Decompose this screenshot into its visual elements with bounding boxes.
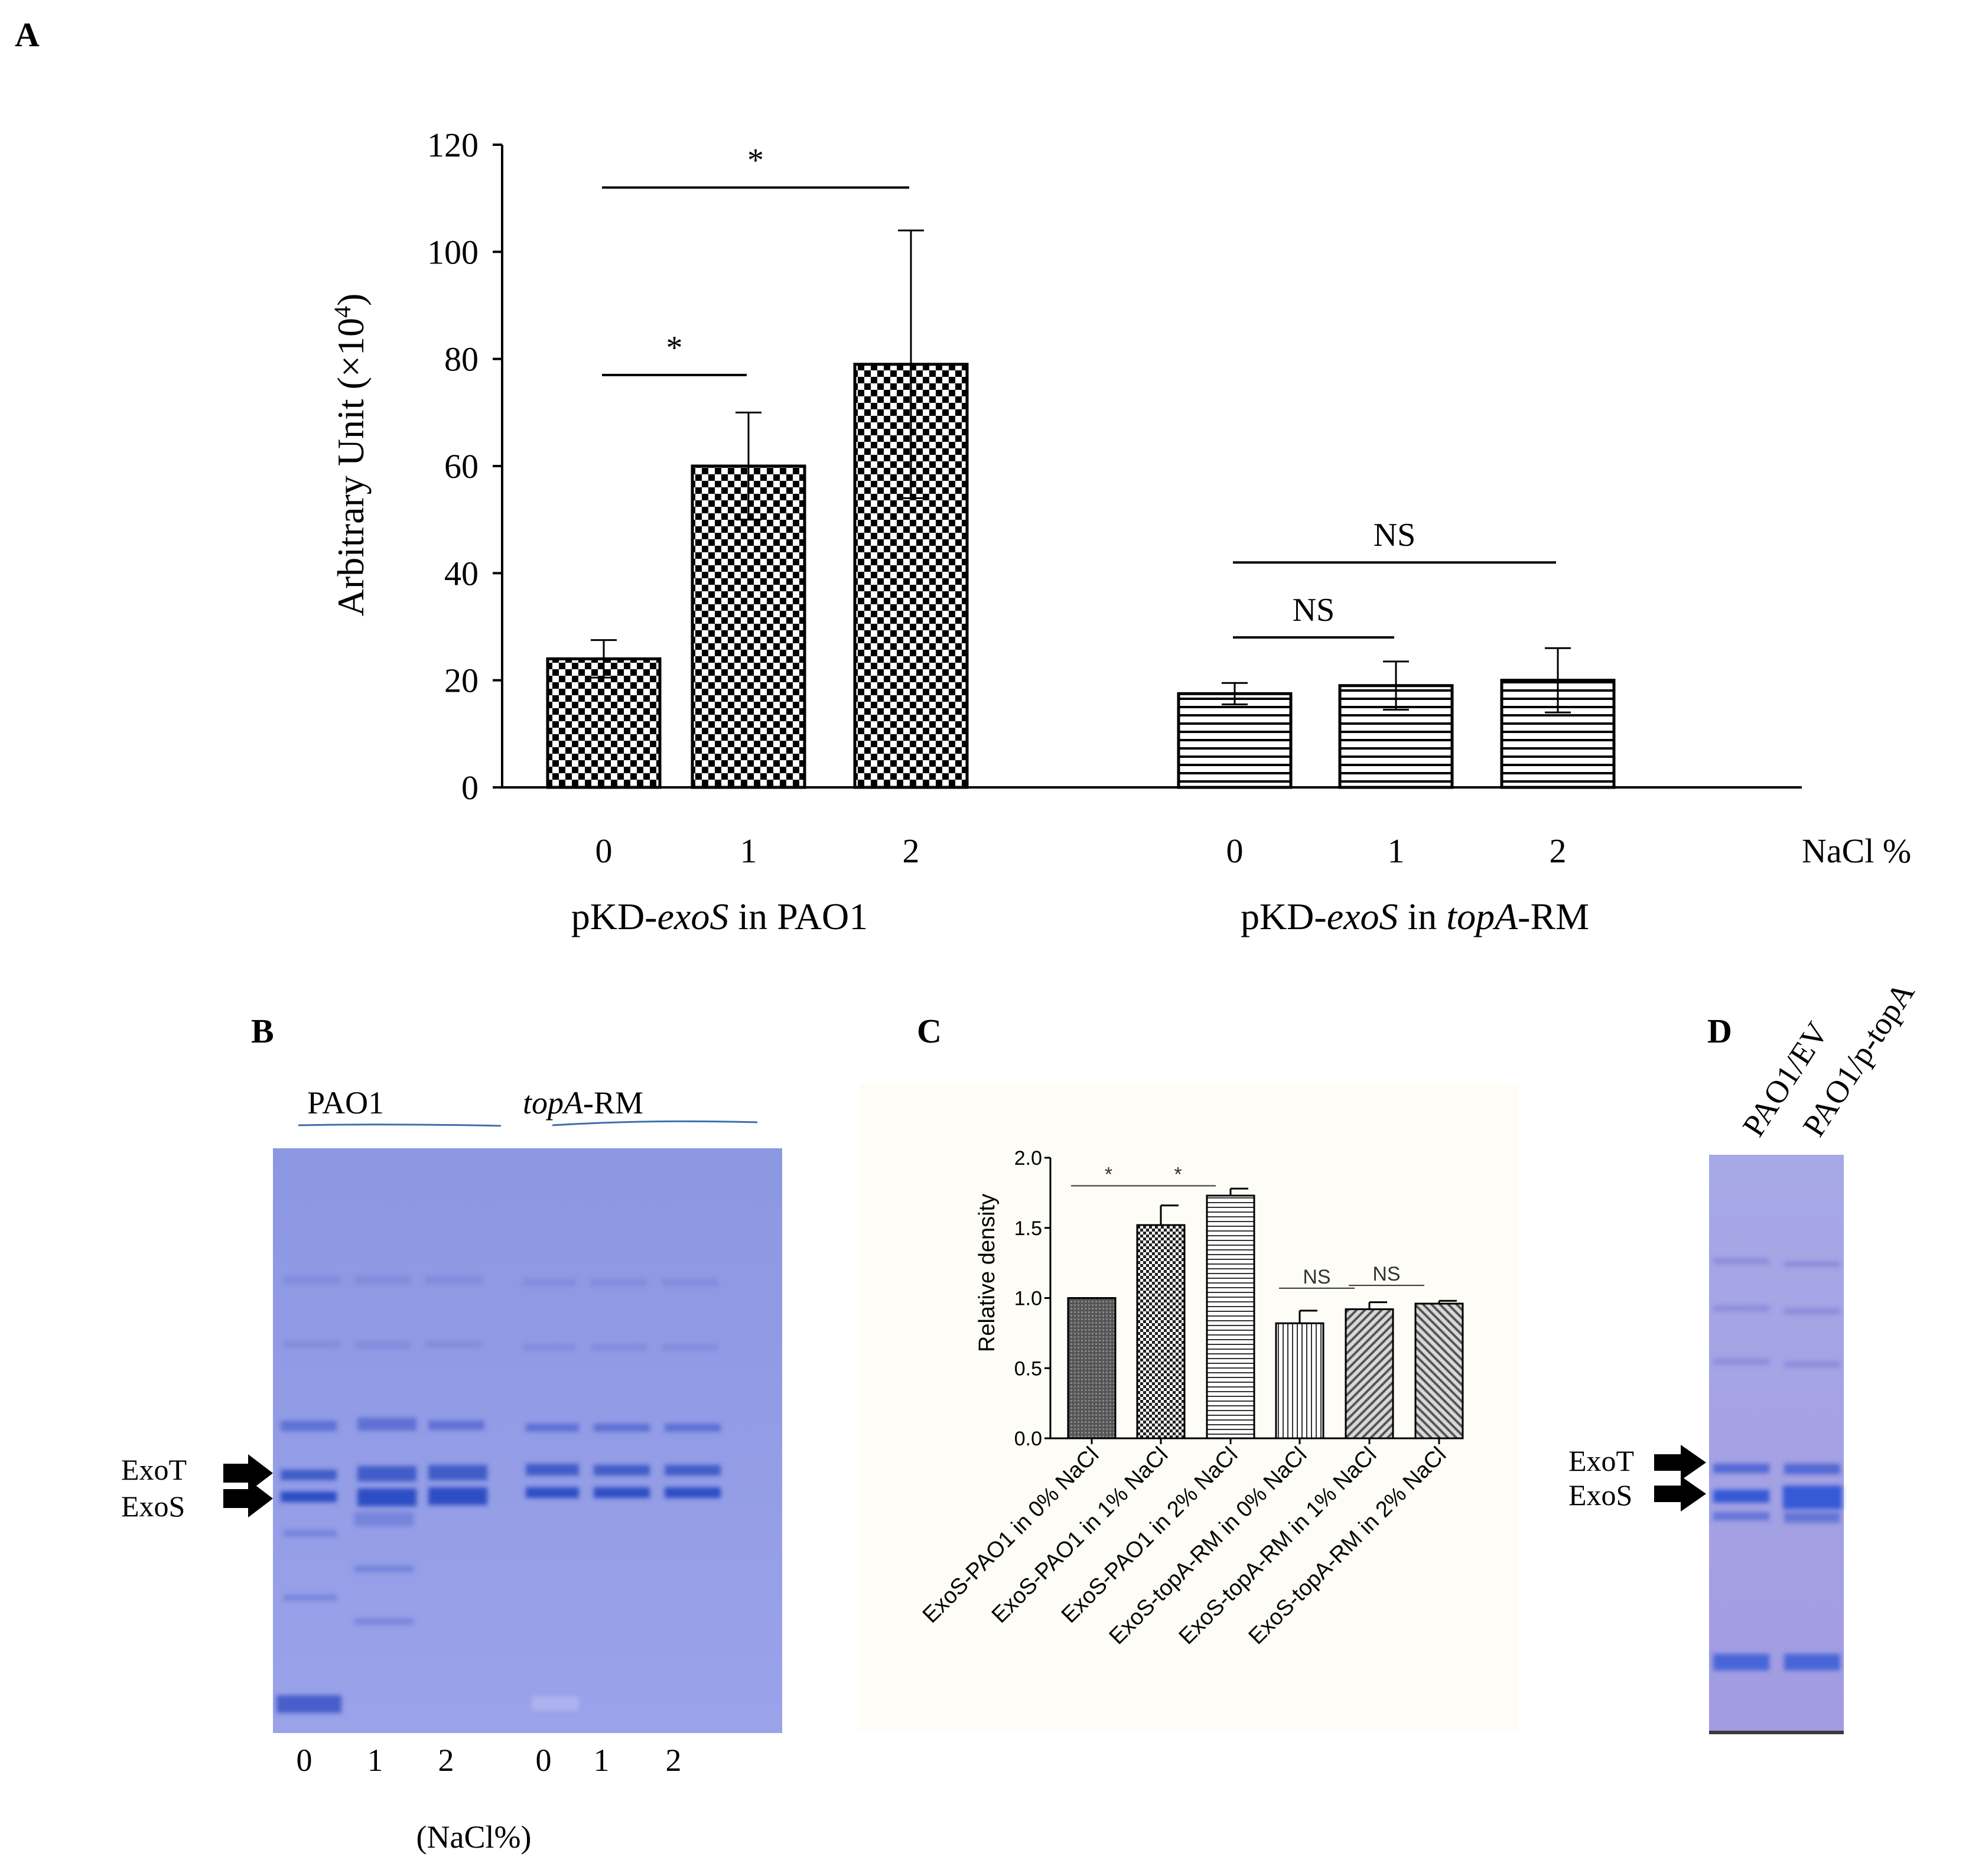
group-label-ital2: topA <box>1446 895 1518 937</box>
panel-c-background <box>860 1084 1518 1731</box>
panel-c-significance-label: NS <box>1372 1263 1400 1285</box>
panel-a-significance-label: NS <box>1374 517 1416 553</box>
gel-b-header-topa-post: -RM <box>583 1085 643 1121</box>
gel-d-arrow-exos <box>1654 1476 1706 1512</box>
panel-c-bar <box>1067 1297 1117 1439</box>
panel-a-y-axis-title: Arbitrary Unit (×104) <box>329 294 372 617</box>
panel-a-y-tick-label: 40 <box>444 554 479 592</box>
panel-a-y-axis-title-main: Arbitrary Unit (×10 <box>330 318 372 616</box>
gel-b-band-label-exot: ExoT <box>121 1453 187 1486</box>
panel-c-chart: Relative density 0.00.51.01.52.0ExoS-PAO… <box>918 1147 1464 1649</box>
gel-b-background <box>273 1148 782 1733</box>
gel-b-header-topa: topA-RM <box>523 1085 643 1121</box>
panel-a-x-tick-label: 1 <box>1388 832 1405 870</box>
gel-b-header-pao1: PAO1 <box>307 1085 384 1121</box>
panel-a-y-tick-label: 60 <box>444 447 479 486</box>
panel-c-letter: C <box>917 1012 942 1050</box>
panel-c-y-tick-label: 1.5 <box>1014 1217 1042 1240</box>
gel-b-lane-label: 0 <box>297 1743 313 1778</box>
gel-b-lane-label: 1 <box>594 1743 610 1778</box>
panel-a-significance-label: * <box>747 142 764 179</box>
panel-a-x-tick-label: 0 <box>1226 832 1244 870</box>
group-label-pre: pKD- <box>1241 895 1327 937</box>
gel-d-band-label-exos: ExoS <box>1568 1478 1632 1512</box>
panel-c-y-tick-label: 0.5 <box>1014 1357 1042 1380</box>
panel-c-bar <box>1136 1224 1186 1439</box>
panel-c-y-tick-label: 2.0 <box>1014 1147 1042 1170</box>
panel-a-significance-label: NS <box>1293 592 1335 628</box>
group-label-mid: in PAO1 <box>728 895 868 937</box>
gel-b-header-topa-ital: topA <box>523 1085 584 1121</box>
panel-c-significance-label: * <box>1105 1164 1112 1186</box>
panel-c-bar <box>1345 1308 1394 1439</box>
panel-b-gel-figure: PAO1 topA-RM <box>121 1085 782 1855</box>
panel-c-bar <box>1206 1194 1255 1439</box>
gel-d-bands <box>1713 1258 1842 1670</box>
panel-a-y-tick-label: 0 <box>461 768 479 807</box>
gel-d-background <box>1709 1155 1844 1734</box>
panel-d-gel-figure: PAO1/EV PAO1/p-topA ExoT ExoS <box>1568 976 1921 1734</box>
panel-a-group-label-pao1: pKD-exoS in PAO1 <box>571 895 868 937</box>
panel-c-significance-label: NS <box>1303 1266 1330 1288</box>
panel-c-y-tick-label: 0.0 <box>1014 1428 1042 1450</box>
panel-a-y-axis-title-sup: 4 <box>329 306 356 318</box>
gel-d-bottom-edge <box>1709 1731 1844 1734</box>
panel-a-significance-label: * <box>666 330 683 366</box>
panel-a-x-tick-label: 1 <box>740 832 757 870</box>
gel-b-lane-label: 2 <box>666 1743 682 1778</box>
gel-b-lane-label: 2 <box>438 1743 454 1778</box>
panel-a-chart: Arbitrary Unit (×104) NaCl % pKD-exoS in… <box>329 126 1911 937</box>
panel-c-y-axis-title: Relative density <box>975 1194 1000 1352</box>
panel-a-letter: A <box>15 15 40 54</box>
gel-b-lane-label: 0 <box>536 1743 552 1778</box>
panel-a-y-tick-label: 80 <box>444 340 479 379</box>
panel-b-letter: B <box>251 1012 274 1050</box>
panel-a-y-tick-label: 120 <box>427 126 479 164</box>
gel-b-bands <box>276 1276 721 1713</box>
gel-b-arrow-exot <box>223 1454 273 1492</box>
group-label-mid: in <box>1398 895 1447 937</box>
panel-a-y-tick-label: 100 <box>427 233 479 271</box>
gel-d-band-label-exot: ExoT <box>1568 1444 1634 1477</box>
gel-b-axis-caption: (NaCl%) <box>416 1819 532 1855</box>
panel-a-x-axis-title: NaCl % <box>1802 832 1911 870</box>
panel-c-bar <box>1275 1322 1324 1439</box>
panel-a-x-tick-label: 0 <box>595 832 613 870</box>
gel-d-arrow-exot <box>1654 1445 1706 1480</box>
group-label-post: -RM <box>1518 895 1589 937</box>
gel-b-arrow-exos <box>223 1480 273 1517</box>
panel-a-y-axis-title-end: ) <box>330 294 372 306</box>
gel-b-header-underline <box>298 1123 502 1127</box>
panel-a-bar <box>1177 692 1293 789</box>
gel-b-band-label-exos: ExoS <box>121 1490 185 1523</box>
panel-a-x-tick-label: 2 <box>903 832 920 870</box>
panel-d-letter: D <box>1707 1012 1732 1050</box>
group-label-ital: exoS <box>1327 895 1398 937</box>
panel-a-group-label-topa: pKD-exoS in topA-RM <box>1241 895 1589 937</box>
panel-c-y-tick-label: 1.0 <box>1014 1288 1042 1310</box>
gel-b-lane-label: 1 <box>367 1743 383 1778</box>
panel-a-y-tick-label: 20 <box>444 662 479 700</box>
group-label-pre: pKD- <box>571 895 658 937</box>
panel-a-x-tick-label: 2 <box>1550 832 1567 870</box>
panel-c-significance-label: * <box>1174 1164 1182 1186</box>
gel-b-header-underline <box>552 1120 758 1126</box>
panel-c-bar <box>1414 1302 1464 1439</box>
group-label-ital: exoS <box>658 895 729 937</box>
